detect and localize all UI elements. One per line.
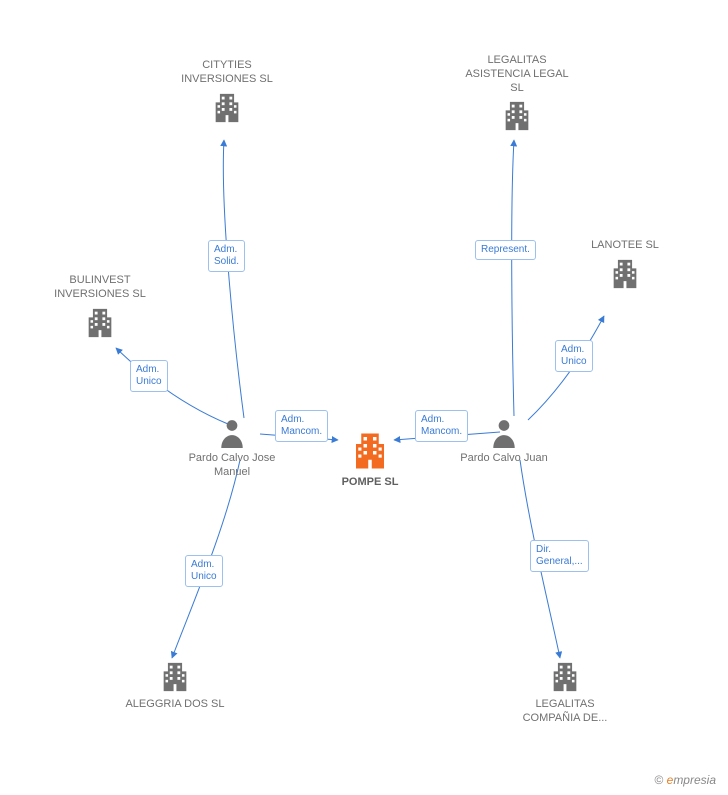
edge-label: Adm.Solid.	[208, 240, 245, 272]
building-icon	[120, 660, 230, 694]
copyright: © empresia	[654, 773, 716, 787]
edge-label: Adm.Mancom.	[415, 410, 468, 442]
node-label: POMPE SL	[310, 476, 430, 490]
node-bulinvest[interactable]: BULINVEST INVERSIONES SL	[45, 274, 155, 340]
building-icon	[45, 306, 155, 340]
building-icon	[172, 91, 282, 125]
edge-label: Adm.Mancom.	[275, 410, 328, 442]
node-label: LANOTEE SL	[570, 239, 680, 253]
node-label: CITYTIES INVERSIONES SL	[172, 59, 282, 87]
node-label: Pardo Calvo Jose Manuel	[188, 452, 276, 480]
node-label: LEGALITAS ASISTENCIA LEGAL SL	[462, 54, 572, 95]
copyright-symbol: ©	[654, 773, 663, 787]
edge-label: Adm.Unico	[555, 340, 593, 372]
edge-label: Represent.	[475, 240, 536, 260]
person-icon	[460, 418, 548, 448]
edge-label: Adm.Unico	[130, 360, 168, 392]
node-lanotee[interactable]: LANOTEE SL	[570, 239, 680, 291]
node-label: BULINVEST INVERSIONES SL	[45, 274, 155, 302]
edge-label: Adm.Unico	[185, 555, 223, 587]
node-aleggria[interactable]: ALEGGRIA DOS SL	[120, 660, 230, 712]
brand-rest: mpresia	[673, 773, 716, 787]
node-label: ALEGGRIA DOS SL	[120, 698, 230, 712]
node-cityties[interactable]: CITYTIES INVERSIONES SL	[172, 59, 282, 125]
building-icon	[462, 99, 572, 133]
node-legalitas-compania[interactable]: LEGALITAS COMPAÑIA DE...	[510, 660, 620, 726]
building-icon	[510, 660, 620, 694]
node-label: Pardo Calvo Juan	[460, 452, 548, 466]
edge-label: Dir.General,...	[530, 540, 589, 572]
node-label: LEGALITAS COMPAÑIA DE...	[510, 698, 620, 726]
node-pardo-juan[interactable]: Pardo Calvo Juan	[460, 418, 548, 466]
node-legalitas-asistencia[interactable]: LEGALITAS ASISTENCIA LEGAL SL	[462, 54, 572, 133]
person-icon	[188, 418, 276, 448]
building-icon	[570, 257, 680, 291]
node-pardo-jose-manuel[interactable]: Pardo Calvo Jose Manuel	[188, 418, 276, 480]
